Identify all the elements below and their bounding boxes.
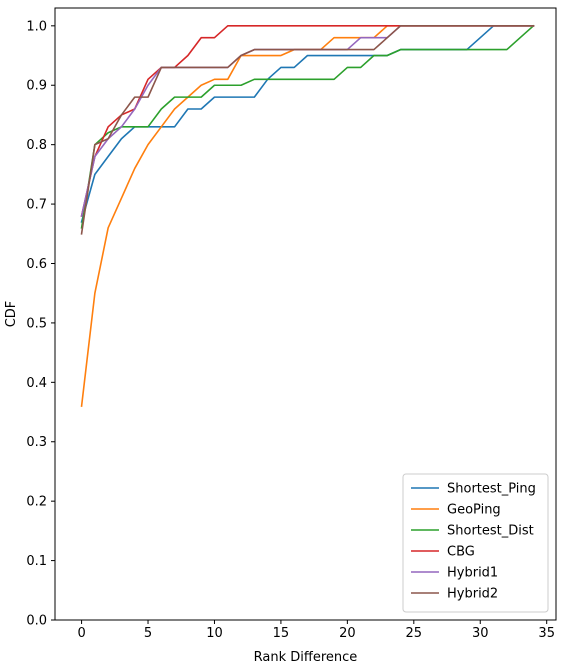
x-tick-label: 20 xyxy=(339,626,356,641)
y-tick-label: 0.1 xyxy=(26,554,47,569)
y-tick-label: 0.6 xyxy=(26,257,47,272)
x-tick-label: 0 xyxy=(77,626,85,641)
x-tick-label: 35 xyxy=(538,626,555,641)
y-tick-label: 0.9 xyxy=(26,79,47,94)
y-tick-label: 0.3 xyxy=(26,435,47,450)
x-axis-ticks: 0 5 10 15 20 25 30 35 xyxy=(77,620,555,641)
x-tick-label: 25 xyxy=(406,626,423,641)
legend-label: Hybrid2 xyxy=(447,587,498,602)
y-tick-label: 0.8 xyxy=(26,138,47,153)
legend: Shortest_Ping GeoPing Shortest_Dist CBG Hybr… xyxy=(402,473,549,613)
x-tick-label: 5 xyxy=(144,626,152,641)
x-axis-label: Rank Difference xyxy=(254,650,358,665)
plot-frame xyxy=(54,7,557,621)
legend-label: Shortest_Ping xyxy=(447,482,536,497)
legend-label: GeoPing xyxy=(447,503,501,518)
legend-label: Shortest_Dist xyxy=(447,524,534,539)
series-line-hybrid2 xyxy=(80,25,535,235)
x-tick-label: 30 xyxy=(472,626,489,641)
y-tick-label: 0.7 xyxy=(26,198,47,213)
legend-label: Hybrid1 xyxy=(447,566,498,581)
y-tick-label: 0.4 xyxy=(26,376,47,391)
y-tick-label: 0.0 xyxy=(26,614,47,629)
legend-label: CBG xyxy=(447,545,475,560)
y-tick-label: 0.2 xyxy=(26,495,47,510)
x-tick-label: 15 xyxy=(273,626,290,641)
y-axis-label: CDF xyxy=(4,301,19,328)
series-line-shortest-dist xyxy=(80,24,535,229)
x-tick-label: 10 xyxy=(206,626,223,641)
legend-box xyxy=(402,473,549,613)
y-tick-label: 1.0 xyxy=(26,19,47,34)
y-tick-label: 0.5 xyxy=(26,316,47,331)
y-axis-ticks: 0.0 0.1 0.2 0.3 0.4 0.5 0.6 0.7 0.8 0.9 1.0 xyxy=(26,19,55,629)
plot-lines xyxy=(80,24,535,407)
